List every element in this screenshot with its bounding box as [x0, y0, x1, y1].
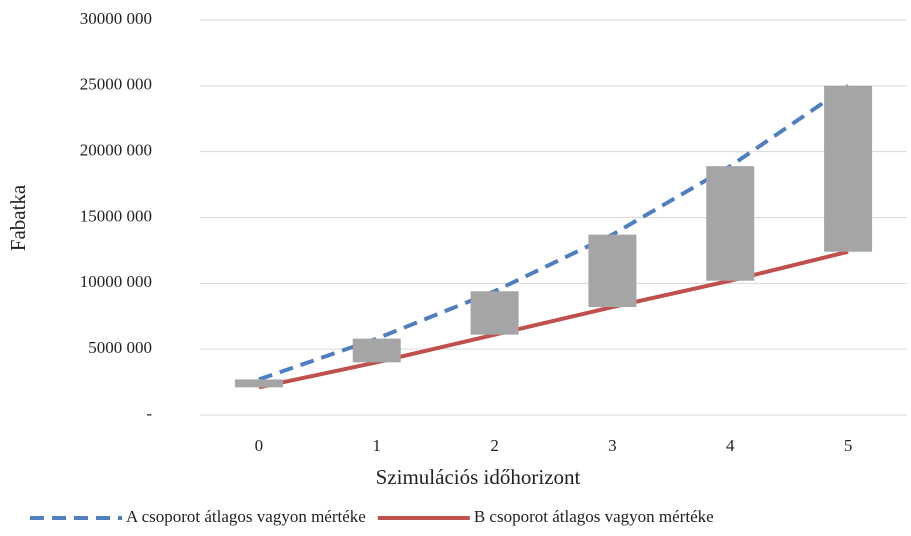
- series-line: [258, 84, 850, 382]
- legend-label: A csoporot átlagos vagyon mértéke: [126, 507, 366, 526]
- up-down-bar: [824, 85, 873, 252]
- x-tick-label: 4: [726, 436, 735, 455]
- up-down-bar: [588, 234, 637, 308]
- y-tick-label: -: [146, 404, 152, 423]
- legend-label: B csoporot átlagos vagyon mértéke: [474, 507, 714, 526]
- y-tick-label: 15000 000: [80, 206, 152, 225]
- x-tick-label: 3: [608, 436, 617, 455]
- x-axis-title: Szimulációs időhorizont: [376, 465, 581, 489]
- y-tick-label: 20000 000: [80, 141, 152, 160]
- up-down-bar: [706, 166, 755, 281]
- y-tick-label: 10000 000: [80, 272, 152, 291]
- x-tick-label: 5: [844, 436, 853, 455]
- y-tick-label: 25000 000: [80, 75, 152, 94]
- y-axis-title: Fabatka: [6, 184, 30, 251]
- x-tick-label: 0: [255, 436, 264, 455]
- series-line: [258, 249, 849, 390]
- x-tick-label: 2: [490, 436, 499, 455]
- x-tick-label: 1: [373, 436, 382, 455]
- up-down-bar: [470, 291, 519, 335]
- up-down-bar: [352, 338, 401, 363]
- y-tick-label: 30000 000: [80, 9, 152, 28]
- y-tick-label: 5000 000: [88, 338, 152, 357]
- up-down-bar: [234, 379, 283, 388]
